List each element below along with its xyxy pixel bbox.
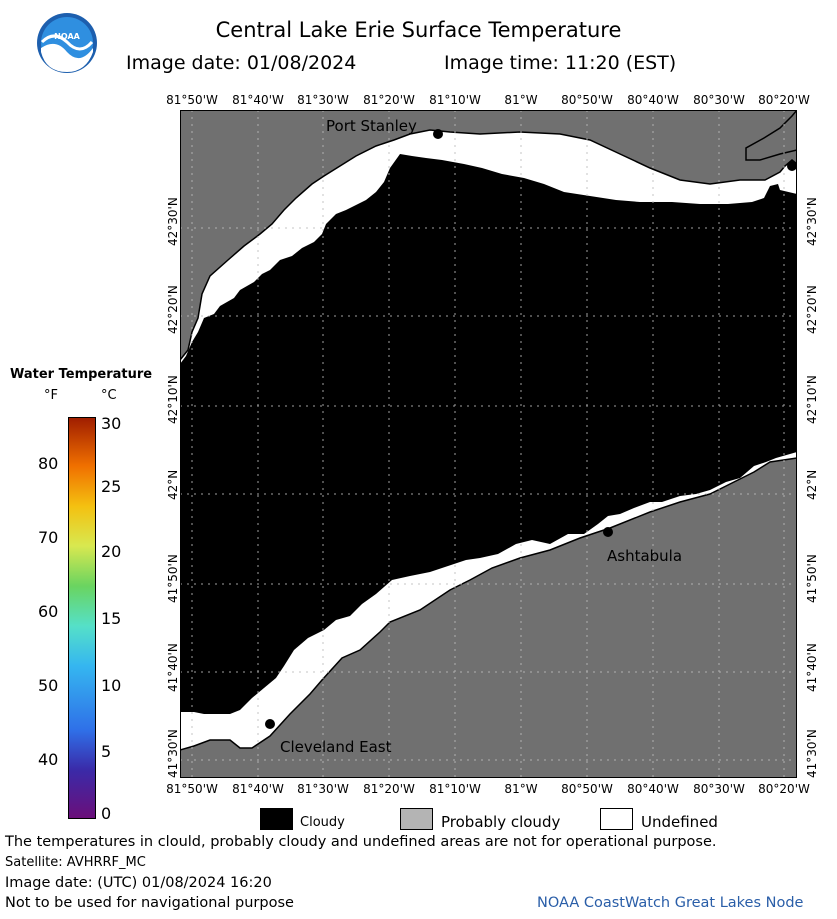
utc-date-text: Image date: (UTC) 01/08/2024 16:20 bbox=[5, 875, 272, 891]
lat-label-left: 42°10'N bbox=[166, 375, 180, 424]
lat-label-right: 41°40'N bbox=[805, 643, 819, 692]
scale-c-tick: 25 bbox=[101, 477, 122, 496]
navigation-warning-text: Not to be used for navigational purpose bbox=[5, 895, 294, 911]
image-time: Image time: 11:20 (EST) bbox=[444, 52, 677, 74]
cleveland-east-marker bbox=[265, 719, 275, 729]
ashtabula-marker bbox=[603, 527, 613, 537]
lat-label-left: 42°N bbox=[166, 469, 180, 500]
temperature-colorbar bbox=[68, 417, 96, 819]
lon-label-bottom: 81°W bbox=[504, 782, 538, 796]
lon-label-bottom: 80°40'W bbox=[627, 782, 679, 796]
lon-label-top: 80°50'W bbox=[561, 93, 613, 107]
lon-label-bottom: 80°50'W bbox=[561, 782, 613, 796]
scale-c-tick: 20 bbox=[101, 542, 122, 561]
lon-label-top: 81°20'W bbox=[363, 93, 415, 107]
lat-label-right: 42°N bbox=[805, 469, 819, 500]
scale-f-tick: 60 bbox=[38, 602, 59, 621]
map-frame bbox=[180, 110, 797, 778]
scale-unit-c: °C bbox=[101, 388, 117, 403]
lat-label-right: 41°50'N bbox=[805, 554, 819, 603]
credit-text: NOAA CoastWatch Great Lakes Node bbox=[537, 895, 804, 911]
scale-f-tick: 80 bbox=[38, 454, 59, 473]
place-port-stanley: Port Stanley bbox=[326, 117, 417, 135]
scale-c-tick: 30 bbox=[101, 414, 122, 433]
satellite-text: Satellite: AVHRRF_MC bbox=[5, 855, 146, 870]
east-marker bbox=[787, 161, 797, 171]
lon-label-top: 81°W bbox=[504, 93, 538, 107]
scale-c-tick: 10 bbox=[101, 676, 122, 695]
scale-unit-f: °F bbox=[44, 388, 58, 403]
lon-label-top: 81°30'W bbox=[297, 93, 349, 107]
legend-swatch-undefined bbox=[600, 808, 633, 830]
scale-c-tick: 15 bbox=[101, 609, 122, 628]
place-cleveland-east: Cleveland East bbox=[280, 738, 392, 756]
scale-c-tick: 0 bbox=[101, 804, 112, 823]
legend-swatch-cloudy bbox=[260, 808, 293, 830]
legend-label-cloudy: Cloudy bbox=[300, 815, 345, 830]
lon-label-bottom: 81°40'W bbox=[232, 782, 284, 796]
scale-c-tick: 5 bbox=[101, 742, 112, 761]
lat-label-left: 41°50'N bbox=[166, 554, 180, 603]
lon-label-top: 80°20'W bbox=[758, 93, 810, 107]
legend-swatch-probably-cloudy bbox=[400, 808, 433, 830]
scale-title: Water Temperature bbox=[10, 367, 153, 382]
legend-label-probably-cloudy: Probably cloudy bbox=[441, 813, 561, 831]
lat-label-right: 42°20'N bbox=[805, 285, 819, 334]
lon-label-bottom: 80°30'W bbox=[693, 782, 745, 796]
lat-label-left: 41°30'N bbox=[166, 729, 180, 778]
lon-label-top: 80°40'W bbox=[627, 93, 679, 107]
lon-label-bottom: 81°30'W bbox=[297, 782, 349, 796]
lat-label-right: 41°30'N bbox=[805, 729, 819, 778]
image-date: Image date: 01/08/2024 bbox=[126, 52, 357, 74]
graticule bbox=[180, 110, 797, 778]
lon-label-bottom: 80°20'W bbox=[758, 782, 810, 796]
lat-label-left: 42°30'N bbox=[166, 197, 180, 246]
land-area bbox=[745, 110, 797, 161]
lake-erie-map bbox=[180, 110, 797, 778]
logo-text: NOAA bbox=[54, 32, 80, 41]
scale-f-tick: 40 bbox=[38, 750, 59, 769]
noaa-logo: NOAA bbox=[36, 12, 98, 74]
cloudy-area bbox=[180, 154, 797, 714]
lon-label-top: 81°40'W bbox=[232, 93, 284, 107]
lon-label-bottom: 81°50'W bbox=[166, 782, 218, 796]
lat-label-right: 42°30'N bbox=[805, 197, 819, 246]
lon-label-top: 81°10'W bbox=[429, 93, 481, 107]
lon-label-top: 80°30'W bbox=[693, 93, 745, 107]
port-stanley-marker bbox=[433, 129, 443, 139]
lat-label-left: 42°20'N bbox=[166, 285, 180, 334]
legend-label-undefined: Undefined bbox=[641, 813, 718, 831]
page-title: Central Lake Erie Surface Temperature bbox=[215, 18, 622, 42]
disclaimer-text: The temperatures in clould, probably clo… bbox=[5, 834, 717, 850]
lat-label-left: 41°40'N bbox=[166, 643, 180, 692]
scale-f-tick: 50 bbox=[38, 676, 59, 695]
place-ashtabula: Ashtabula bbox=[607, 547, 683, 565]
lon-label-bottom: 81°10'W bbox=[429, 782, 481, 796]
scale-f-tick: 70 bbox=[38, 528, 59, 547]
lon-label-top: 81°50'W bbox=[166, 93, 218, 107]
lat-label-right: 42°10'N bbox=[805, 375, 819, 424]
lon-label-bottom: 81°20'W bbox=[363, 782, 415, 796]
